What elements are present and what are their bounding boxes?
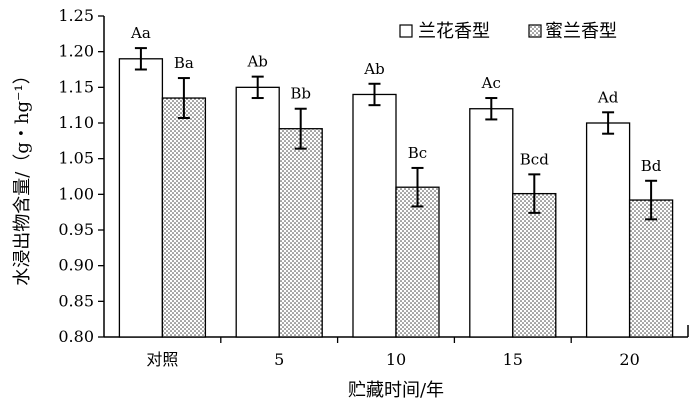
bar-series-1 (585, 122, 631, 338)
y-tick-label: 1.15 (58, 77, 94, 96)
x-axis-title: 贮藏时间/年 (348, 380, 444, 401)
significance-label: Bc (408, 144, 427, 162)
y-tick-label: 1.00 (58, 184, 94, 203)
legend: 兰花香型 蜜兰香型 (399, 21, 617, 42)
bar-series-2 (161, 97, 207, 338)
bar-series-1 (469, 108, 514, 338)
y-axis-title: 水浸出物含量/（g・hg⁻¹） (12, 66, 33, 285)
x-ticks: 对照 5 10 15 20 (146, 337, 640, 369)
legend-label-series-1: 兰花香型 (418, 21, 490, 42)
bar-series-1 (235, 86, 280, 338)
y-tick-label: 0.85 (58, 291, 94, 310)
y-ticks: 0.80 0.85 0.90 0.95 1.00 1.05 1.10 1.15 1.20 1.25 (58, 6, 104, 346)
significance-label: Ab (363, 60, 384, 78)
significance-label: Ba (174, 54, 194, 72)
y-tick-label: 1.10 (58, 113, 94, 132)
bar-series-2 (628, 199, 674, 338)
significance-label: Ad (597, 88, 619, 106)
bar-series-1 (118, 58, 164, 338)
significance-label: Bb (290, 85, 311, 103)
bar-series-2 (395, 186, 440, 338)
legend-swatch-series-1 (399, 24, 413, 38)
significance-label: Aa (130, 24, 151, 42)
significance-label: Bd (641, 157, 662, 175)
x-tick-label: 10 (386, 350, 406, 369)
x-tick-label: 15 (503, 350, 523, 369)
x-tick-label: 对照 (146, 350, 178, 369)
y-tick-label: 1.25 (58, 6, 94, 25)
y-tick-label: 1.05 (58, 149, 94, 168)
bar-series-2 (512, 192, 557, 338)
y-tick-label: 0.95 (58, 220, 94, 239)
legend-label-series-2: 蜜兰香型 (545, 21, 617, 42)
x-tick-label: 5 (274, 350, 284, 369)
y-tick-label: 1.20 (58, 42, 94, 61)
x-tick-label: 20 (619, 350, 639, 369)
bars: Aa Ba Ab Bb Ab Bc Ac Bcd Ad Bd (118, 24, 674, 338)
significance-label: Ab (246, 53, 267, 71)
bar-series-2 (278, 128, 323, 338)
significance-label: Ac (481, 74, 501, 92)
y-tick-label: 0.90 (58, 256, 94, 275)
bar-series-1 (352, 93, 397, 338)
y-tick-label: 0.80 (58, 327, 94, 346)
legend-swatch-series-2 (528, 24, 542, 38)
significance-label: Bcd (520, 150, 549, 168)
